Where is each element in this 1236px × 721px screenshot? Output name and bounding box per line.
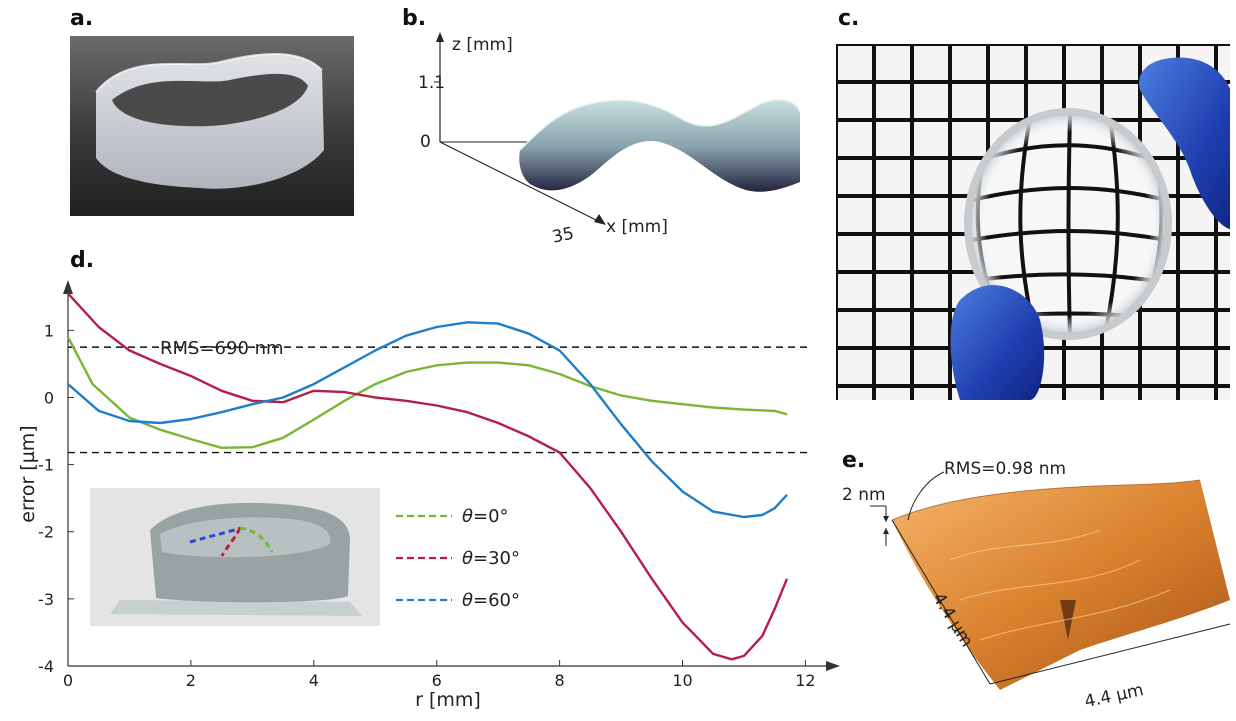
afm-bottom-axis	[989, 623, 1231, 685]
z-tick-label-top: 1.1	[418, 73, 445, 93]
z-axis-arrow	[436, 32, 444, 42]
x-tick-label: 35	[550, 224, 575, 248]
legend-symbol-2: θ	[462, 590, 473, 611]
svg-text:θ=60°: θ=60°	[462, 590, 520, 611]
svg-text:θ=0°: θ=0°	[462, 506, 509, 527]
x-axis-line	[439, 141, 601, 223]
series-line-1	[67, 292, 789, 661]
rms-leader-line	[907, 471, 945, 521]
legend-label-1: =30°	[473, 548, 520, 569]
y-tick-label-3: -2	[38, 523, 54, 542]
x-axis-label: x [mm]	[606, 217, 668, 237]
panel-label-e: e.	[842, 448, 866, 473]
legend-item-0: θ=0°	[396, 506, 509, 527]
photo-lens-grid	[836, 44, 1230, 400]
x-tick-label-6: 12	[795, 671, 815, 690]
x-axis-label: r [mm]	[415, 689, 481, 711]
x-tick-label-2: 4	[309, 671, 319, 690]
x-tick-label-4: 8	[555, 671, 565, 690]
afm-scale-label: 2 nm	[842, 485, 886, 505]
z-tick-label-zero: 0	[420, 132, 431, 152]
rms-annotation: RMS=690 nm	[160, 338, 284, 359]
x-tick-label-3: 6	[432, 671, 442, 690]
y-tick-label-0: 1	[44, 321, 54, 340]
legend-symbol-0: θ	[462, 506, 473, 527]
x-tick-label-0: 0	[63, 671, 73, 690]
x-axis-arrow	[826, 661, 840, 671]
x-tick-label-5: 10	[672, 671, 692, 690]
afm-axis-bottom-label: 4.4 µm	[1083, 680, 1146, 712]
y-tick-label-5: -4	[38, 657, 54, 676]
afm-rms-label: RMS=0.98 nm	[944, 459, 1066, 479]
svg-text:θ=30°: θ=30°	[462, 548, 520, 569]
legend-label-2: =60°	[473, 590, 520, 611]
legend: θ=0° θ=30° θ=60°	[396, 506, 520, 611]
y-axis-label: error [µm]	[17, 425, 39, 522]
y-axis-arrow	[63, 280, 73, 294]
legend-symbol-1: θ	[462, 548, 473, 569]
y-tick-label-4: -3	[38, 590, 54, 609]
error-line-chart: 0 2 4 6 8 10 12 10-1-2-3-4 r [mm] error [µm] R…	[17, 280, 840, 711]
afm-surface-plot: RMS=0.98 nm 2 nm 4.4 µm 4.4 µm	[842, 459, 1231, 712]
series-line-2	[67, 321, 788, 519]
x-axis-arrow	[594, 214, 606, 225]
surface-3d-plot: z [mm] 1.1 0 x [mm] 35	[418, 32, 801, 248]
y-tick-label-1: 0	[44, 388, 54, 407]
photo-ring	[70, 36, 354, 216]
panel-label-d: d.	[70, 248, 95, 273]
panel-label-c: c.	[838, 6, 860, 31]
panel-label-b: b.	[402, 6, 427, 31]
series-line-0	[66, 336, 788, 449]
legend-label-0: =0°	[473, 506, 509, 527]
legend-item-1: θ=30°	[396, 548, 520, 569]
afm-left-axis	[891, 519, 991, 685]
x-tick-label-1: 2	[186, 671, 196, 690]
panel-label-a: a.	[70, 6, 94, 31]
z-axis-label: z [mm]	[452, 35, 513, 55]
legend-item-2: θ=60°	[396, 590, 520, 611]
inset-photo	[90, 488, 380, 626]
y-tick-label-2: -1	[38, 456, 54, 475]
